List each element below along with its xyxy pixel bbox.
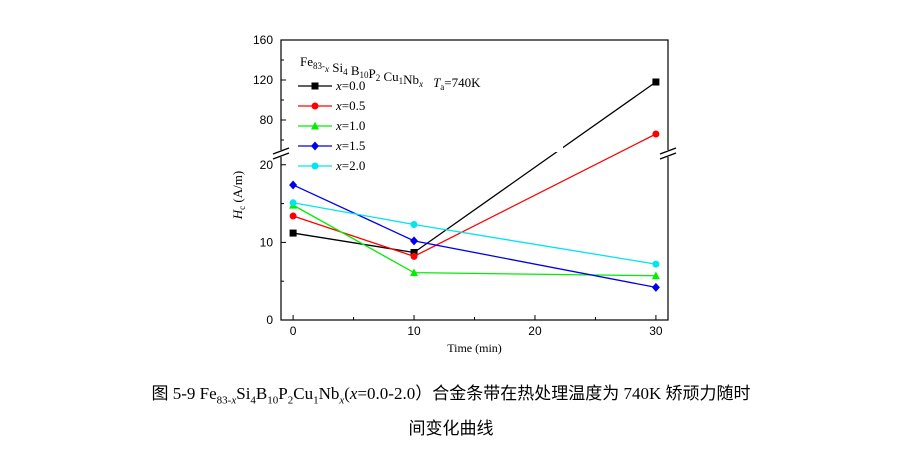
y-tick-label: 10: [260, 235, 274, 249]
data-point-3: [289, 180, 298, 190]
legend-label-0: x=0.0: [335, 78, 365, 93]
legend-title-part: 83-: [313, 61, 325, 71]
legend-title-temp-value: =740K: [444, 75, 481, 90]
data-point-0: [652, 78, 660, 86]
y-tick-label: 80: [260, 113, 274, 127]
caption-si: Si: [236, 384, 251, 403]
y-tick-label: 20: [260, 158, 274, 172]
line-break-gap: [555, 146, 563, 152]
x-tick-label: 0: [290, 324, 297, 338]
caption-sub-6: x: [339, 394, 345, 407]
axis-break-mark-left: [272, 147, 290, 155]
legend-marker-3: [311, 141, 319, 151]
x-tick-label: 20: [528, 324, 542, 338]
legend-title-part: x: [418, 79, 423, 89]
legend-title-part: Cu: [380, 69, 399, 84]
legend-title-part: Fe: [300, 54, 313, 69]
x-tick-label: 30: [649, 324, 663, 338]
legend-label-1: x=0.5: [335, 98, 365, 113]
caption-sub-1: 83-: [216, 394, 232, 407]
data-point-3: [410, 236, 419, 246]
legend-title: Fe83-x Si4 B10P2 Cu1Nbx Ta=740K: [300, 54, 481, 92]
coercivity-chart: 0 10 20 30 0 10 20 80 120 160 Time (min) Hc (A/m) Fe…: [230, 33, 677, 355]
axis-break-gap-left: [274, 150, 288, 157]
caption-prefix: 图 5-9 Fe: [151, 384, 217, 403]
data-point-4: [289, 199, 297, 207]
figure-caption-line-1: 图 5-9 Fe83-xSi4B10P2Cu1Nbx(x=0.0-2.0）合金条…: [0, 379, 902, 406]
legend-title-part: 10: [360, 70, 370, 80]
caption-sub-5: 1: [313, 394, 319, 407]
axis-break-mark-right: [659, 147, 677, 155]
series-line-4: [292, 202, 657, 265]
caption-paren: (: [344, 384, 350, 403]
data-point-4: [410, 221, 418, 229]
y-tick-label: 120: [253, 73, 273, 87]
x-axis-label: Time (min): [447, 341, 502, 355]
y-tick-label: 0: [266, 313, 273, 327]
data-point-0: [410, 248, 418, 256]
legend-title-part: 1: [399, 76, 404, 86]
legend-label-2: x=1.0: [335, 118, 365, 133]
legend-title-part: P: [369, 66, 376, 81]
axis-break-gap-right: [661, 150, 675, 157]
legend-title-temp-symbol: T: [433, 75, 441, 90]
caption-sub-1-var: x: [231, 394, 237, 407]
legend-title-part: Si: [329, 60, 343, 75]
data-point-1: [652, 130, 660, 138]
data-point-1: [410, 252, 418, 260]
caption-b: B: [255, 384, 268, 403]
figure-caption-line-2: 间变化曲线: [408, 419, 494, 438]
axis-break-mark-right: [659, 152, 677, 160]
legend-marker-0: [311, 82, 319, 90]
series-line-2: [292, 204, 656, 277]
caption-range: =0.0-2.0）合金条带在热处理温度为 740K 矫顽力随时: [357, 384, 751, 403]
legend-title-part: x: [324, 64, 329, 74]
caption-cu: Cu: [293, 384, 314, 403]
y-tick-label: 160: [253, 33, 273, 47]
legend-title-part: 4: [343, 67, 348, 77]
y-axis-label-symbol: H: [230, 209, 245, 220]
y-axis-label-subscript: c: [237, 206, 247, 210]
y-axis-label: Hc (A/m): [230, 171, 247, 220]
legend-marker-1: [311, 102, 319, 110]
data-point-2: [651, 271, 660, 280]
legend-title-part: B: [348, 63, 360, 78]
data-point-0: [289, 229, 297, 237]
legend-title-temp-sub: a: [440, 82, 444, 92]
caption-nb: Nb: [318, 384, 340, 403]
caption-sub-2: 4: [250, 394, 256, 407]
data-point-2: [410, 268, 419, 277]
data-point-4: [652, 260, 660, 268]
legend-title-part: Nb: [403, 72, 419, 87]
legend-label-3: x=1.5: [335, 138, 365, 153]
legend-marker-4: [311, 162, 319, 170]
line-break-gap: [600, 146, 608, 152]
legend-title-part: 2: [376, 73, 381, 83]
caption-sub-4: 2: [287, 394, 294, 407]
x-tick-label: 10: [407, 324, 421, 338]
y-axis-label-unit: (A/m): [230, 171, 245, 206]
data-point-1: [289, 212, 297, 220]
axis-break-mark-left: [272, 152, 290, 160]
caption-p: P: [278, 384, 288, 403]
data-point-3: [651, 282, 660, 292]
legend-marker-2: [311, 121, 319, 130]
legend-label-4: x=2.0: [335, 158, 365, 173]
caption-var: x: [349, 384, 358, 403]
caption-sub-3: 10: [267, 394, 279, 407]
